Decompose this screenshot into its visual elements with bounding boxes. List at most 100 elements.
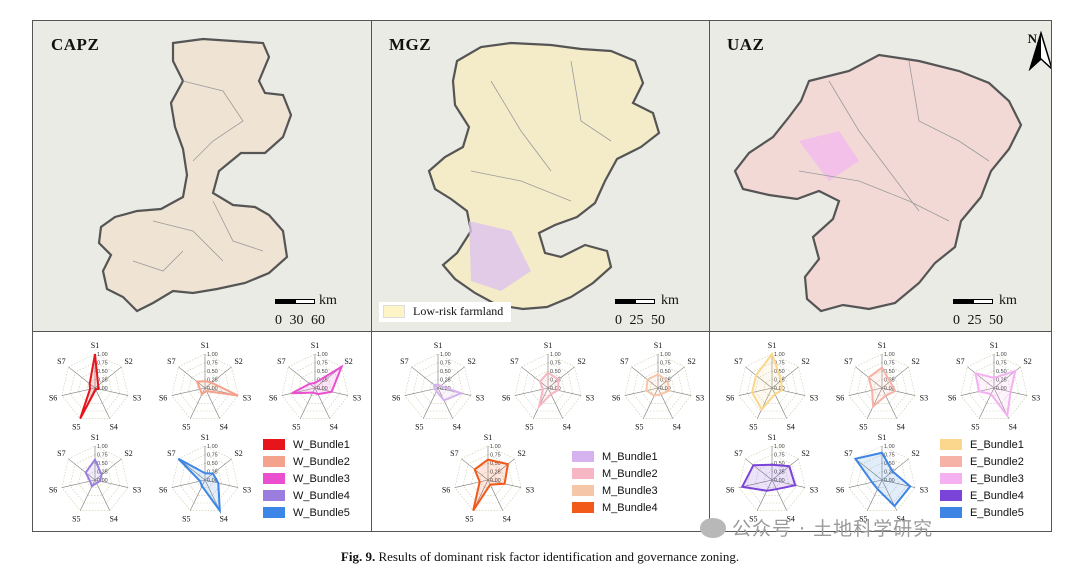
radar-axis-label: S2	[687, 357, 695, 366]
radar-tick-label: 0.75	[884, 453, 895, 459]
legend-item: M_Bundle1	[572, 448, 658, 465]
radar-axis-label: S6	[948, 394, 956, 403]
radar-axis-label: S4	[329, 423, 337, 432]
radar-tick-label: 0.00	[97, 386, 108, 392]
radar-axis-label: S4	[452, 423, 460, 432]
radar-chart: 1.00 0.75 0.50 0.25 0.00 S1 S2 S3 S4 S5 S6 S7	[49, 341, 141, 432]
radar-tick-label: 0.75	[774, 361, 785, 367]
radar-axis	[94, 387, 111, 419]
radar-tick-label: 1.00	[884, 444, 895, 450]
legend-swatch	[263, 456, 285, 467]
legend-label: W_Bundle4	[293, 489, 350, 502]
radar-axis-label: S2	[124, 357, 132, 366]
radar-tick-label: 0.25	[97, 378, 108, 384]
map-panel-uaz: UAZ N km 0 25 50	[709, 21, 1051, 331]
radar-axis	[978, 387, 995, 419]
radar-tick-label: 0.25	[440, 378, 451, 384]
radar-axis-label: S3	[476, 394, 484, 403]
radar-tick-label: 0.50	[490, 461, 501, 467]
radar-tick-label: 1.00	[550, 352, 561, 358]
radar-tick-label: 0.00	[97, 478, 108, 484]
radar-tick-label: 1.00	[317, 352, 328, 358]
radar-grid-ring	[188, 370, 222, 404]
radar-tick-label: 0.25	[207, 470, 218, 476]
legend-swatch	[572, 451, 594, 462]
radar-axis-label: S2	[344, 357, 352, 366]
legend-swatch	[263, 473, 285, 484]
radar-axis-label: S7	[167, 449, 175, 458]
radar-axis	[437, 387, 454, 419]
radar-axis-label: S6	[49, 394, 57, 403]
radar-axis-label: S7	[57, 357, 65, 366]
radar-series-M_Bundle1	[432, 383, 464, 402]
legend-label: E_Bundle2	[970, 455, 1024, 468]
radar-axis-label: S5	[971, 423, 979, 432]
radar-grid-ring	[404, 353, 472, 419]
legend-swatch	[940, 490, 962, 501]
radar-grid-ring	[763, 379, 781, 397]
radar-axis-label: S2	[467, 357, 475, 366]
radar-axis	[642, 387, 659, 419]
radar-axis	[547, 387, 582, 396]
radar-grid-ring	[171, 353, 239, 419]
legend-swatch	[383, 305, 405, 318]
radar-grid-ring	[69, 362, 121, 412]
radar-tick-label: 0.75	[774, 453, 785, 459]
radar-tick-label: 0.75	[490, 453, 501, 459]
radar-tick-label: 0.25	[996, 378, 1007, 384]
radar-axis-label: S1	[201, 433, 209, 442]
radar-tick-label: 1.00	[884, 352, 895, 358]
radar-axis	[771, 479, 806, 488]
radar-tick-label: 1.00	[440, 352, 451, 358]
radar-tick-label: 0.50	[774, 369, 785, 375]
legend-item: E_Bundle2	[940, 453, 1024, 470]
scale-unit: km	[319, 293, 337, 308]
radar-grid-ring	[421, 370, 455, 404]
map-capz	[97, 37, 293, 313]
radar-axis	[204, 479, 239, 488]
scale-ticks: 0 25 50	[953, 313, 1003, 328]
radar-tick-label: 0.00	[660, 386, 671, 392]
radar-grid-ring	[848, 353, 916, 419]
legend-swatch	[263, 490, 285, 501]
radar-axis-label: S4	[786, 423, 794, 432]
panel-label: UAZ	[727, 35, 765, 54]
radar-chart: 1.00 0.75 0.50 0.25 0.00 S1 S2 S3 S4 S5 S6 S7	[726, 433, 818, 524]
radar-axis-label: S3	[696, 394, 704, 403]
radar-axis	[881, 387, 898, 419]
legend-swatch	[940, 439, 962, 450]
radar-grid-ring	[755, 462, 789, 496]
radar-axis	[657, 366, 685, 389]
radar-tick-label: 0.00	[550, 386, 561, 392]
legend-swatch	[572, 468, 594, 479]
radar-axis-label: S6	[49, 486, 57, 495]
radar-axis-label: S5	[72, 515, 80, 524]
map-panel-capz: CAPZ km 0 30 60	[33, 21, 371, 331]
radar-axis	[657, 387, 692, 396]
radar-grid-ring	[429, 379, 447, 397]
radar-axis-label: S1	[91, 341, 99, 350]
radar-chart: 1.00 0.75 0.50 0.25 0.00 S1 S2 S3 S4 S5 S6 S7	[392, 341, 484, 432]
north-arrow: N	[1028, 31, 1051, 71]
radar-axis-label: S5	[859, 515, 867, 524]
radar-axis-label: S4	[502, 515, 510, 524]
legend-label: E_Bundle5	[970, 506, 1024, 519]
radar-tick-label: 1.00	[207, 352, 218, 358]
radar-series-W_Bundle3	[291, 364, 344, 396]
radar-grid-ring	[977, 370, 1011, 404]
radar-series-W_Bundle5	[177, 457, 221, 514]
legend-label: M_Bundle3	[602, 484, 658, 497]
radar-tick-label: 0.25	[774, 470, 785, 476]
radar-axis-label: S6	[159, 394, 167, 403]
radar-grid-ring	[462, 454, 514, 504]
radar-axis-label: S6	[392, 394, 400, 403]
radar-tick-label: 0.50	[660, 369, 671, 375]
region-outline	[97, 37, 293, 313]
figure-frame: CAPZ km 0 30 60 MGZ Low-risk farmland km…	[32, 20, 1052, 532]
radar-axis-label: S1	[434, 341, 442, 350]
radar-axis	[756, 479, 773, 511]
radar-axis-label: S5	[635, 423, 643, 432]
radar-axis	[771, 387, 788, 419]
scale-ticks: 0 30 60	[275, 313, 325, 328]
radar-chart: 1.00 0.75 0.50 0.25 0.00 S1 S2 S3 S4 S5 S6 S7	[726, 341, 818, 432]
